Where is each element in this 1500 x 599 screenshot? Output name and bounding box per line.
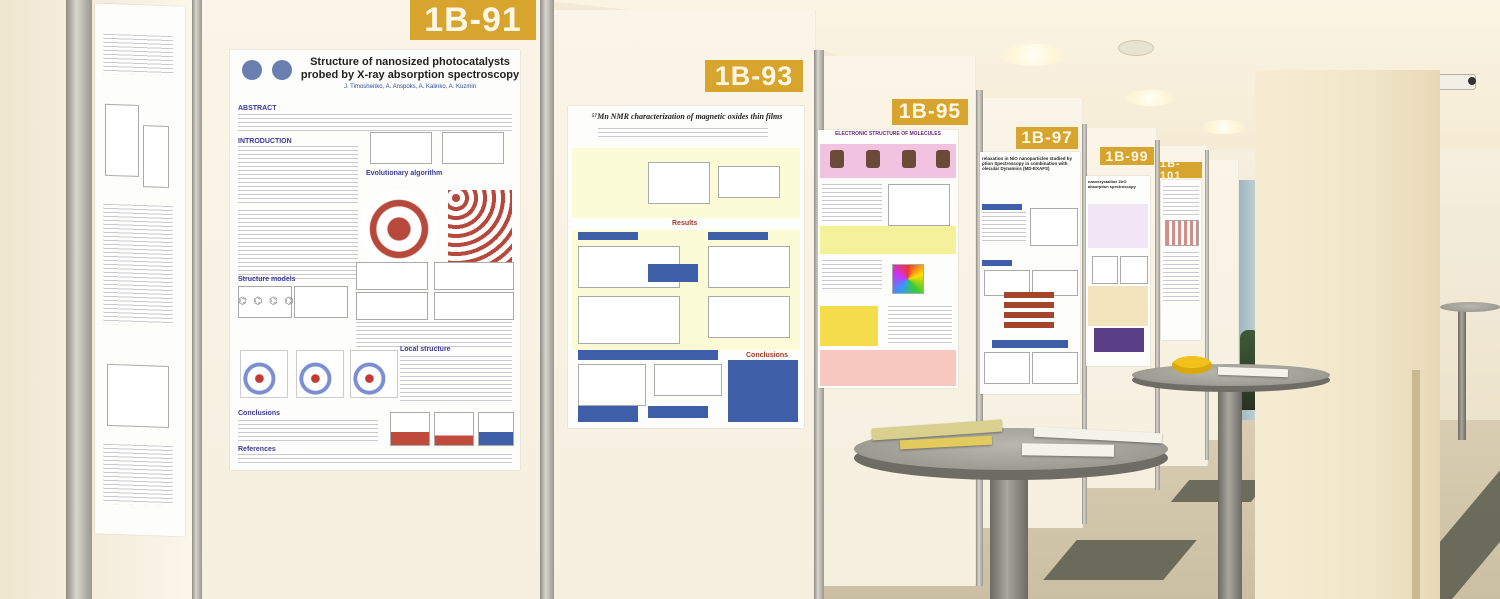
- poster-1b-97-title: relaxation in NiO nanoparticles studied …: [982, 156, 1078, 172]
- board-number-1b-91: 1B-91: [410, 0, 536, 40]
- poster-1b-97: relaxation in NiO nanoparticles studied …: [980, 152, 1080, 394]
- heading: References: [238, 446, 276, 453]
- table-stem: [990, 470, 1028, 599]
- ceiling-light-1: [1000, 44, 1066, 66]
- ceiling-light-2: [1124, 90, 1176, 106]
- poster-1b-91: Structure of nanosized photocatalysts pr…: [230, 50, 520, 470]
- board-number-1b-101: 1B-101: [1160, 158, 1202, 182]
- board-post: [1205, 150, 1209, 460]
- poster-title-line: relaxation in NiO nanoparticles studied …: [982, 156, 1073, 161]
- board-post: [192, 0, 202, 599]
- board-post: [66, 0, 92, 599]
- author-photo: [902, 150, 916, 168]
- poster-1b-99: nanocrystalline ZnO absorption spectrosc…: [1086, 176, 1150, 366]
- board-left: [0, 0, 70, 599]
- board-number-1b-99: 1B-99: [1100, 147, 1154, 165]
- heading: Conclusions: [238, 410, 281, 417]
- poster-1b-101: [1161, 180, 1201, 340]
- board-number-1b-95: 1B-95: [892, 99, 968, 125]
- poster-title-line: Structure of nanosized photocatalysts: [310, 56, 510, 68]
- board-post: [1082, 124, 1087, 524]
- board-number-1b-93: 1B-93: [705, 60, 803, 92]
- board-post: [540, 0, 554, 599]
- paper-sheet: [1021, 443, 1115, 457]
- tape-roll: [1172, 356, 1212, 374]
- author-photo: [936, 150, 950, 168]
- poster-1b-91-title: Structure of nanosized photocatalysts pr…: [300, 56, 520, 81]
- heading: ABSTRACT: [238, 105, 277, 112]
- smoke-detector-icon: [1118, 40, 1154, 56]
- author-photo: [866, 150, 880, 168]
- poster-title-line: probed by X-ray absorption spectroscopy: [300, 68, 520, 81]
- table-stem: [1218, 380, 1242, 599]
- poster-title-line: nanocrystalline ZnO: [1088, 179, 1127, 184]
- poster-title-line: olecular Dynamics (MD-EXAFS): [982, 166, 1050, 172]
- board-number-1b-97: 1B-97: [1016, 127, 1078, 149]
- heading: Conclusions: [746, 352, 789, 359]
- poster-1b-93: ⁵⁷Mn NMR characterization of magnetic ox…: [568, 106, 804, 428]
- heading: INTRODUCTION: [238, 138, 292, 145]
- board-post: [1155, 140, 1160, 490]
- pillar-right-edge: [1412, 370, 1420, 599]
- poster-left-partial: [95, 3, 185, 537]
- poster-1b-93-title: ⁵⁷Mn NMR characterization of magnetic ox…: [591, 112, 783, 121]
- poster-1b-95-title: ELECTRONIC STRUCTURE OF MOLECULES: [835, 131, 941, 137]
- standing-table-far: [1440, 302, 1500, 312]
- table-stem: [1458, 310, 1466, 440]
- board-post: [976, 90, 983, 586]
- pillar-right: [1255, 70, 1440, 599]
- heading: Structure models: [238, 276, 296, 283]
- ceiling-light-3: [1202, 120, 1246, 134]
- poster-1b-95: ELECTRONIC STRUCTURE OF MOLECULES: [818, 130, 958, 388]
- poster-1b-99-title: nanocrystalline ZnO absorption spectrosc…: [1088, 179, 1148, 189]
- heading: Evolutionary algorithm: [366, 170, 443, 177]
- poster-title-line: absorption spectroscopy: [1088, 183, 1136, 189]
- poster-title-line: ption Spectroscopy in combination with: [982, 161, 1068, 167]
- poster-1b-91-authors: J. Timoshenko, A. Anspoks, A. Kalinko, A…: [343, 84, 477, 90]
- heading: Local structure: [400, 346, 451, 353]
- heading: Results: [672, 220, 698, 227]
- author-photo: [830, 150, 844, 168]
